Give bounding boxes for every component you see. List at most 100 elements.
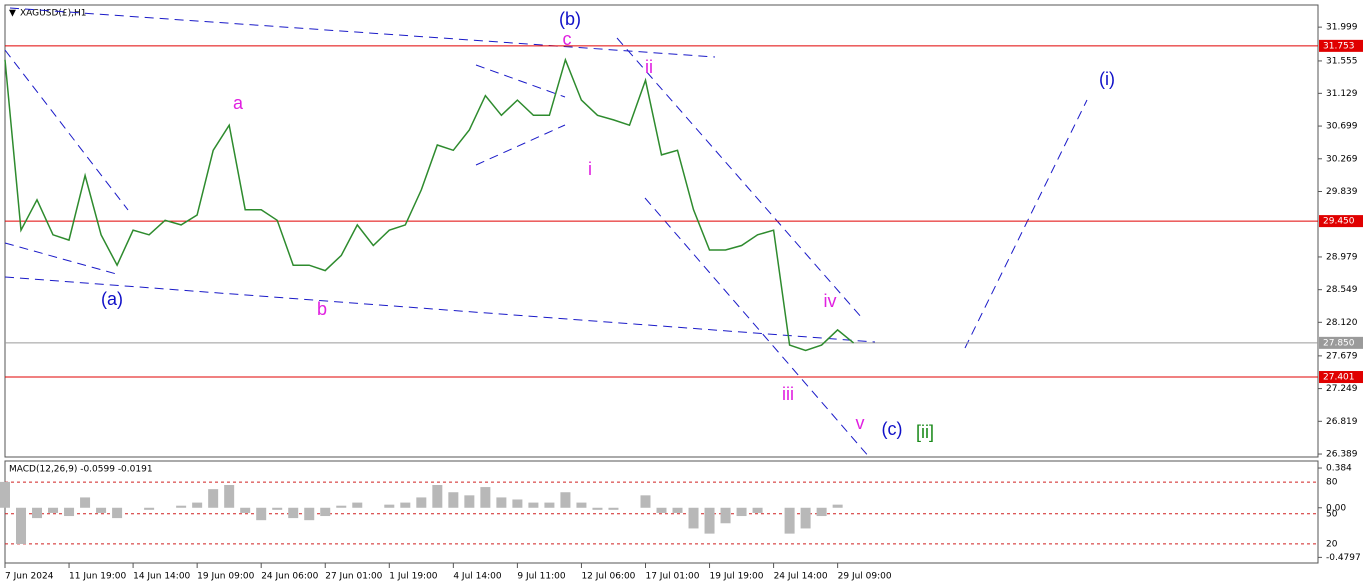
level-label: 29.450 [1323,217,1355,227]
macd-bar [544,502,555,508]
price-panel [4,4,1319,458]
y-tick-label: 26.819 [1326,417,1358,427]
wave-label: a [233,93,244,113]
x-tick-label: 27 Jun 01:00 [325,572,382,582]
x-tick-label: 24 Jun 06:00 [261,572,318,582]
macd-bar [496,497,507,508]
macd-bar [96,507,107,513]
macd-bar [656,507,667,513]
level-label: 27.850 [1323,338,1355,348]
x-tick-label: 19 Jun 09:00 [197,572,254,582]
y-tick-label: 27.249 [1326,384,1358,394]
x-tick-label: 24 Jul 14:00 [774,572,828,582]
macd-bar [816,507,827,517]
macd-bar [16,507,27,544]
level-label: 50 [1326,509,1338,519]
macd-bar [288,507,299,519]
macd-bar [672,507,683,513]
x-tick-label: 17 Jul 01:00 [645,572,699,582]
macd-bar [416,497,427,508]
macd-bar [480,487,491,508]
y-tick-label: 30.269 [1326,154,1358,164]
macd-bar [688,507,699,529]
price-line [4,57,855,352]
macd-bar [560,492,571,508]
wave-label: iv [824,291,837,311]
macd-bar [608,507,619,510]
y-tick-label: 28.120 [1326,318,1358,328]
macd-bar [784,507,795,534]
macd-title: MACD(12,26,9) -0.0599 -0.0191 [9,465,153,475]
macd-bar [576,502,587,508]
macd-bar [336,505,347,508]
y-tick-label: 28.979 [1326,252,1358,262]
y-tick-label: -0.4797 [1326,553,1361,563]
level-label: 20 [1326,539,1338,549]
macd-bar [432,485,443,508]
wave-label: (b) [559,9,581,29]
macd-bar [0,481,10,508]
x-tick-label: 11 Jun 19:00 [69,572,126,582]
wave-label: [ii] [916,422,934,442]
macd-bar [32,507,43,519]
x-tick-label: 14 Jun 14:00 [133,572,190,582]
x-tick-label: 7 Jun 2024 [5,572,54,582]
wave-label: (a) [101,289,123,309]
macd-bar [832,504,843,508]
macd-bar [112,507,123,519]
level-label-box [1319,215,1363,228]
macd-bar [320,507,331,517]
y-tick-label: 26.389 [1326,450,1358,460]
macd-bar [800,507,811,529]
macd-bar [400,502,411,508]
menu-arrow[interactable]: ▼ [9,9,16,19]
y-tick-label: 28.549 [1326,285,1358,295]
trend-lines [4,7,1088,459]
x-tick-label: 4 Jul 14:00 [453,572,502,582]
level-label-box [1319,336,1363,349]
wave-label: (i) [1099,69,1115,89]
macd-bar [720,507,731,524]
macd-bar [528,502,539,508]
wave-label: c [563,29,572,49]
level-label-box [1319,371,1363,384]
macd-bar [448,492,459,508]
level-label: 31.753 [1323,41,1355,51]
wave-label: v [856,413,865,433]
macd-bar [384,504,395,508]
wave-label: i [588,159,592,179]
y-tick-label: 31.999 [1326,23,1358,33]
macd-bar [48,507,59,513]
macd-bar [144,507,155,510]
x-tick-label: 1 Jul 19:00 [389,572,438,582]
macd-bar [208,489,219,508]
wave-label: iii [782,384,794,404]
wave-label: b [317,299,327,319]
wave-label: ii [645,57,653,77]
y-tick-label: 27.679 [1326,351,1358,361]
wave-label: (c) [882,419,903,439]
macd-bar [192,502,203,508]
macd-bar [64,507,75,517]
macd-bar [272,507,283,510]
y-tick-label: 31.129 [1326,89,1358,99]
level-label: 80 [1326,478,1338,488]
macd-bar [176,505,187,508]
macd-bar [736,507,747,517]
level-label-box [1319,39,1363,52]
level-label: 27.401 [1323,373,1355,383]
macd-bar [752,507,763,513]
y-tick-label: 0.384 [1326,464,1352,474]
macd-bar [704,507,715,534]
macd-bar [80,497,91,508]
x-tick-label: 29 Jul 09:00 [838,572,892,582]
x-tick-label: 12 Jul 06:00 [581,572,635,582]
macd-bar [224,485,235,508]
y-tick-label: 30.699 [1326,122,1358,132]
x-tick-label: 19 Jul 19:00 [710,572,764,582]
macd-bar [464,495,475,508]
macd-bar [240,507,251,513]
macd-bar [256,507,267,521]
macd-bar [512,499,523,508]
